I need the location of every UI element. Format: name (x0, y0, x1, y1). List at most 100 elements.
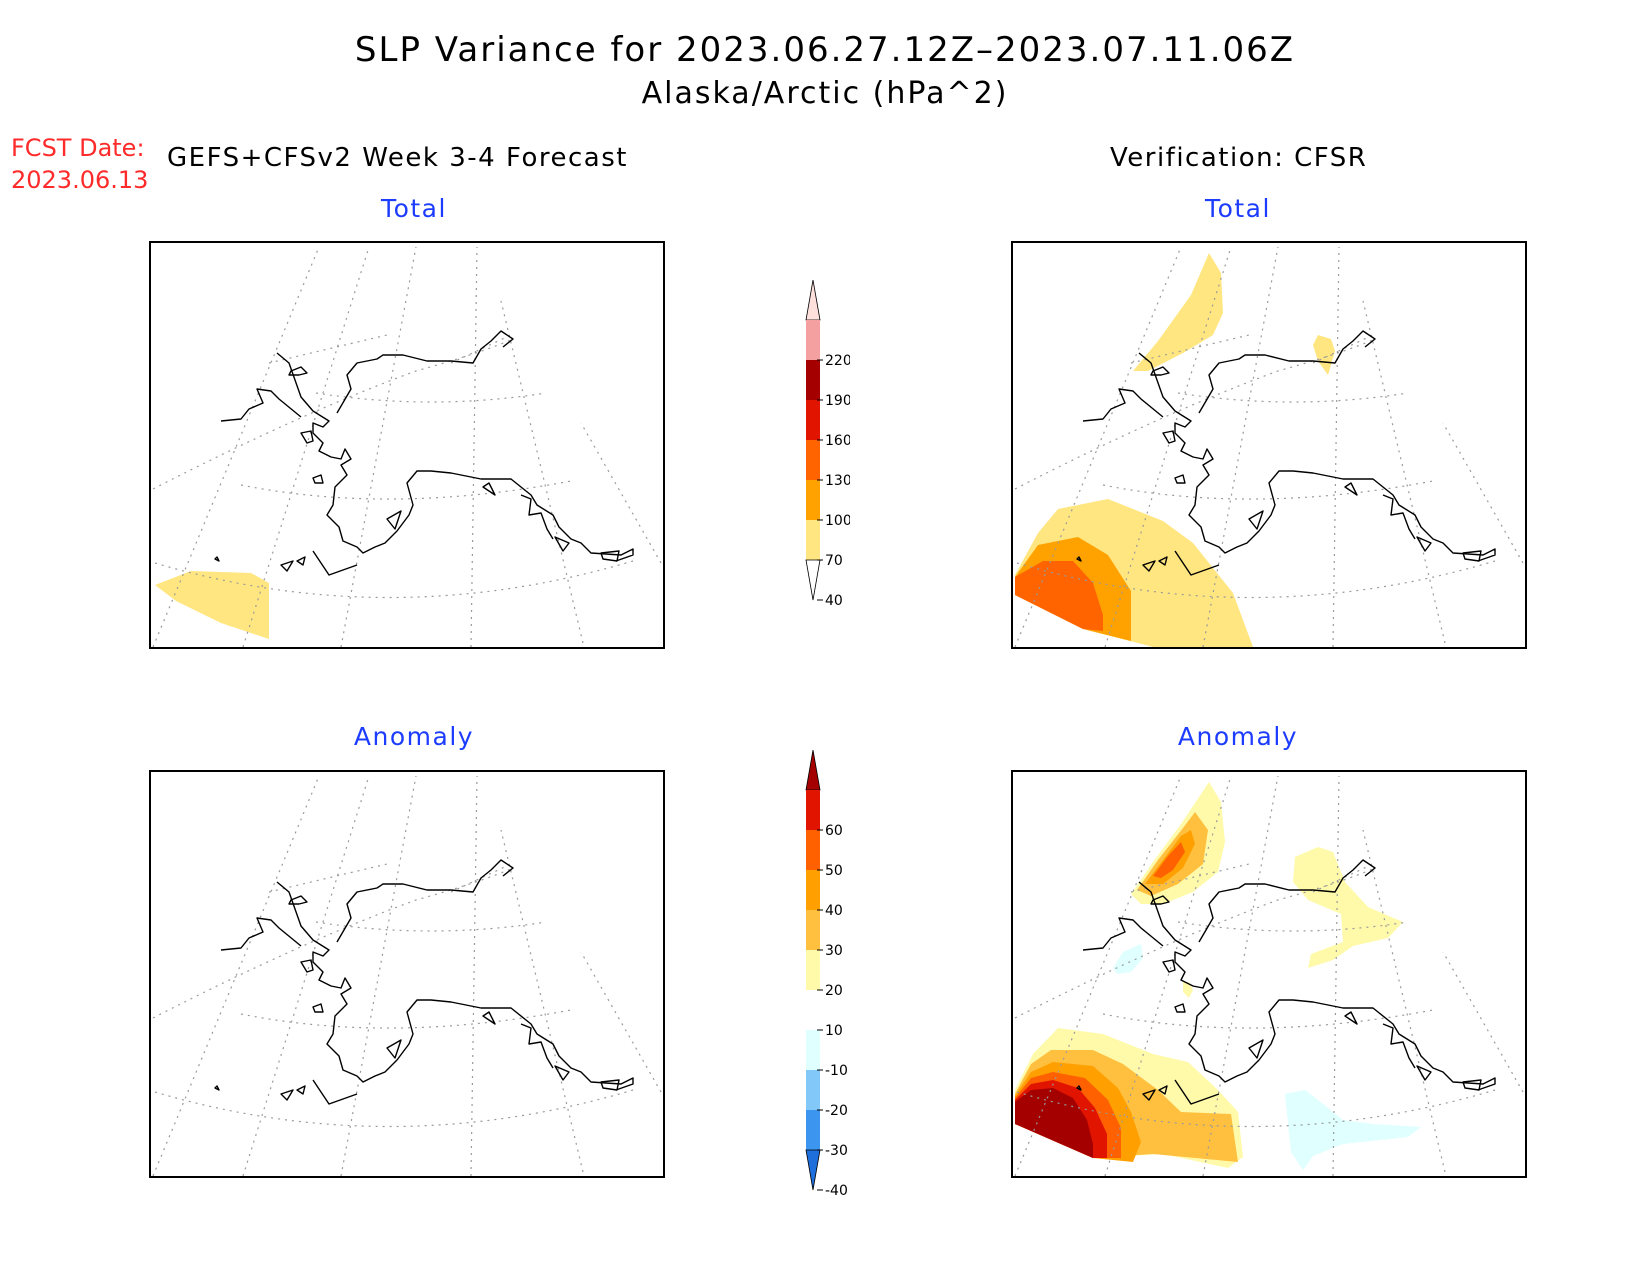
coastline (336, 330, 514, 414)
colorbar-tick-label: 40 (825, 903, 843, 919)
coastline (1344, 482, 1358, 496)
coastline (1382, 1023, 1416, 1069)
colorbar-segment (806, 990, 820, 1030)
coastline (1162, 430, 1176, 444)
coastline (1076, 556, 1082, 562)
coastline (1344, 1011, 1358, 1025)
coastline (288, 366, 308, 376)
panel-title-forecast-anomaly: Anomaly (353, 722, 475, 751)
colorbar-end-triangle (805, 559, 821, 601)
coastline (312, 1079, 358, 1105)
coastline (300, 959, 314, 973)
panel-title-verification-anomaly: Anomaly (1177, 722, 1299, 751)
coastline (1174, 474, 1186, 484)
map-title: SLP Variance for 2023.06.27.12Z–2023.07.… (354, 30, 1296, 70)
coastline (386, 510, 402, 530)
coastline (1138, 352, 1496, 562)
anomaly-over-60-region (1015, 1088, 1093, 1158)
anomaly-10-20-region (1183, 982, 1193, 998)
coastline (1138, 881, 1496, 1091)
colorbar-tick-label: -10 (825, 1063, 848, 1079)
coastline (280, 1089, 294, 1101)
colorbar-tick-label: 130 (825, 473, 850, 489)
graticule-line (1014, 867, 1376, 1019)
map-subtitle: Alaska/Arctic (hPa^2) (641, 76, 1009, 111)
anomaly-40-50-region (1153, 842, 1185, 878)
graticule-line (268, 334, 388, 364)
colorbar-segment (806, 870, 820, 910)
graticule-line (340, 775, 417, 1176)
basemap (152, 246, 662, 647)
colorbar-segment (806, 400, 820, 440)
shading (155, 571, 269, 639)
colorbar-segment (806, 360, 820, 400)
graticule-line (240, 1009, 572, 1029)
coastline (1198, 330, 1376, 414)
coastline (296, 556, 306, 566)
colorbar-segment (806, 830, 820, 870)
graticule-line (1177, 392, 1409, 403)
anomaly-colorbar: 60 50 40 30 20 10 -10 -20 -30 -40 (805, 750, 848, 1199)
graticule-line (152, 867, 514, 1019)
graticule-line (152, 775, 320, 1176)
graticule-line (315, 392, 547, 403)
colorbar-segment (806, 790, 820, 830)
coastline (1416, 536, 1432, 552)
coastline (1142, 1089, 1156, 1101)
graticule-line (1102, 1009, 1434, 1029)
fcst-date-value: 2023.06.13 (11, 166, 149, 194)
fcst-date-label: FCST Date: (11, 134, 145, 162)
coastline (1174, 550, 1220, 576)
coastline (1162, 959, 1176, 973)
coastline (312, 474, 324, 484)
coastline (554, 536, 570, 552)
forecast-total-map (149, 241, 665, 649)
verification-anomaly-map (1011, 770, 1527, 1178)
graticule-line (152, 338, 514, 490)
graticule-line (500, 300, 584, 644)
coastline (1174, 1003, 1186, 1013)
basemap (152, 775, 662, 1176)
variance-40-70-region (1313, 335, 1335, 375)
graticule-line (1014, 338, 1376, 490)
colorbar-segment (806, 440, 820, 480)
coastline (1150, 895, 1170, 905)
coastline (1150, 366, 1170, 376)
coastline (600, 1079, 620, 1091)
colorbar-tick-label: -30 (825, 1143, 848, 1159)
shading (1015, 253, 1335, 647)
graticule-line (315, 921, 547, 932)
coastline (1382, 494, 1416, 540)
coastline (482, 1011, 496, 1025)
graticule-line (1202, 246, 1279, 647)
graticule-line (1202, 775, 1279, 1176)
coastline (482, 482, 496, 496)
colorbar-segment (806, 480, 820, 520)
graticule-line (154, 1089, 634, 1128)
coastline (1158, 1085, 1168, 1095)
graticule-line (1442, 951, 1524, 1093)
graticule-line (1362, 300, 1446, 644)
variance-40-70-region (155, 571, 269, 639)
colorbar-tick-label: 30 (825, 943, 843, 959)
basemap (1014, 246, 1524, 647)
graticule-line (340, 246, 417, 647)
panel-title-forecast-total: Total (381, 194, 447, 223)
graticule-line (1177, 921, 1409, 932)
colorbar-tick-label: 70 (825, 553, 843, 569)
anomaly-minus10-minus20-region (1285, 1090, 1421, 1170)
coastline (288, 895, 308, 905)
graticule-line (580, 422, 662, 564)
colorbar-end-triangle (805, 280, 821, 321)
coastline (1462, 1079, 1482, 1091)
coastline (312, 1003, 324, 1013)
graticule-line (1362, 829, 1446, 1173)
colorbar-tick-label: 50 (825, 863, 843, 879)
forecast-anomaly-map (149, 770, 665, 1178)
colorbar-tick-label: 190 (825, 393, 850, 409)
colorbar-segment (806, 910, 820, 950)
colorbar-segment (806, 1110, 820, 1150)
coastline (220, 917, 302, 951)
coastline (220, 388, 302, 422)
coastline (1158, 556, 1168, 566)
